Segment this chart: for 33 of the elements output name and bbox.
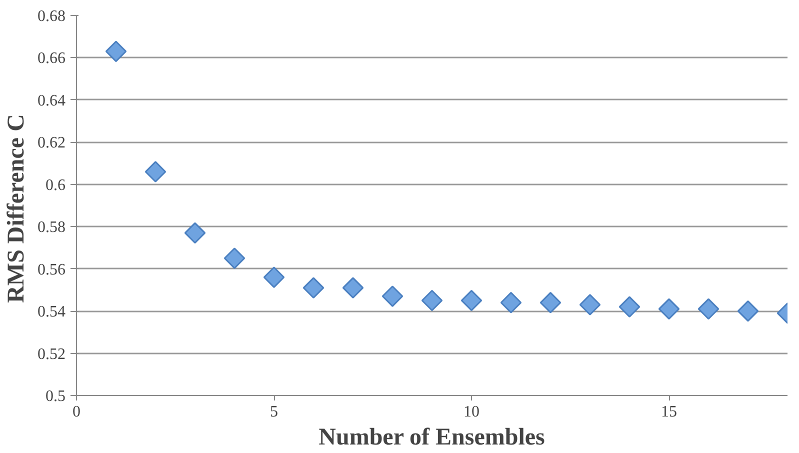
- y-tick-label: 0.6: [46, 176, 66, 194]
- point: [342, 277, 364, 298]
- point: [460, 290, 482, 312]
- point: [105, 40, 127, 62]
- point: [421, 290, 443, 312]
- x-tick-label: 10: [464, 404, 480, 420]
- y-tick-label: 0.64: [38, 92, 66, 110]
- point: [382, 286, 404, 307]
- point: [579, 294, 601, 316]
- point: [500, 292, 522, 314]
- point: [658, 298, 680, 320]
- point: [224, 248, 246, 269]
- x-tick-label: 0: [72, 404, 80, 420]
- y-tick-label: 0.62: [38, 134, 66, 152]
- point: [144, 161, 166, 182]
- y-tick-label: 0.58: [38, 219, 66, 236]
- y-tick-label: 0.5: [46, 388, 66, 405]
- point: [737, 300, 759, 322]
- x-axis-title: Number of Ensembles: [318, 424, 545, 450]
- y-tick-label: 0.68: [38, 8, 66, 25]
- point: [302, 277, 324, 298]
- point: [263, 266, 285, 288]
- point: [540, 292, 562, 314]
- y-tick-label: 0.54: [38, 304, 66, 321]
- y-tick-label: 0.52: [38, 346, 66, 363]
- y-tick-label: 0.56: [38, 261, 66, 278]
- point: [184, 222, 206, 244]
- point: [618, 296, 640, 318]
- y-axis-title: RMS Difference C: [4, 114, 30, 303]
- point: [698, 298, 720, 320]
- y-tick-label: 0.66: [38, 50, 66, 68]
- x-tick-label: 5: [270, 404, 278, 420]
- x-tick-label: 15: [661, 404, 677, 420]
